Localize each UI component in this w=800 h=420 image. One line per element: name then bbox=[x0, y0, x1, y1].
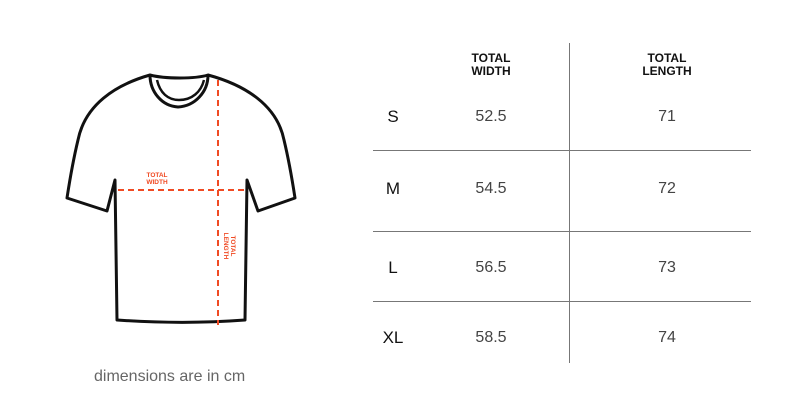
length-value: 74 bbox=[658, 329, 676, 346]
tshirt-diagram bbox=[65, 73, 297, 325]
width-label-line1: TOTAL bbox=[146, 172, 168, 179]
row-divider bbox=[373, 301, 751, 302]
size-label: XL bbox=[382, 328, 404, 347]
size-label: M bbox=[385, 179, 401, 198]
length-value: 72 bbox=[658, 180, 676, 197]
header-total-width: TOTAL WIDTH bbox=[431, 52, 551, 78]
size-label: S bbox=[387, 107, 399, 126]
tshirt-collar bbox=[148, 74, 210, 109]
length-label: TOTAL LENGTH bbox=[222, 226, 236, 266]
header-line: LENGTH bbox=[642, 64, 692, 78]
row-divider bbox=[373, 231, 751, 232]
tshirt-outline bbox=[65, 73, 297, 324]
units-note: dimensions are in cm bbox=[94, 368, 246, 385]
header-line: TOTAL bbox=[647, 51, 687, 65]
header-line: TOTAL bbox=[471, 51, 511, 65]
header-total-length: TOTAL LENGTH bbox=[607, 52, 727, 78]
width-value: 58.5 bbox=[475, 329, 507, 346]
length-value: 71 bbox=[658, 108, 676, 125]
row-divider bbox=[373, 150, 751, 151]
length-label-line2: LENGTH bbox=[222, 232, 229, 260]
width-value: 54.5 bbox=[475, 180, 507, 197]
width-value: 52.5 bbox=[475, 108, 507, 125]
width-value: 56.5 bbox=[475, 259, 507, 276]
width-label: TOTAL WIDTH bbox=[135, 172, 179, 186]
size-label: L bbox=[388, 258, 398, 277]
length-value: 73 bbox=[658, 259, 676, 276]
width-label-line2: WIDTH bbox=[146, 179, 168, 186]
header-line: WIDTH bbox=[471, 64, 511, 78]
column-divider bbox=[569, 43, 570, 363]
length-label-line1: TOTAL bbox=[229, 235, 236, 257]
tshirt-collar-inner bbox=[155, 79, 206, 102]
